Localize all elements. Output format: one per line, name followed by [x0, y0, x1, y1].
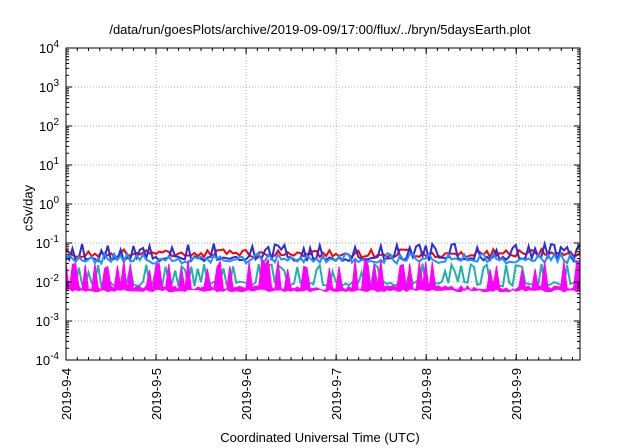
y-tick-label: 10-4	[36, 351, 60, 368]
series-2-line	[65, 251, 581, 266]
grid	[65, 48, 580, 360]
x-tick-label: 2019-9-8	[419, 368, 434, 420]
y-tick-label: 104	[39, 39, 59, 56]
y-tick-label: 100	[39, 195, 59, 212]
x-tick-label: 2019-9-6	[239, 368, 254, 420]
plot-frame	[65, 47, 581, 361]
series-layer	[65, 239, 581, 293]
x-tick-label: 2019-9-5	[149, 368, 164, 420]
y-tick-label: 10-1	[36, 234, 60, 251]
x-tick-label: 2019-9-9	[509, 368, 524, 420]
series-3-line	[65, 261, 581, 290]
y-tick-label: 10-2	[36, 273, 60, 290]
x-tick-label: 2019-9-4	[59, 368, 74, 420]
y-tick-label: 103	[39, 78, 59, 95]
axes: 10-4 10-3 10-2 10-1 100 101 102 103 104 2019-9-4 2…	[36, 39, 581, 420]
y-tick-label: 102	[39, 117, 59, 134]
chart-title: /data/run/goesPlots/archive/2019-09-09/1…	[109, 22, 531, 37]
x-axis-label: Coordinated Universal Time (UTC)	[220, 430, 420, 445]
x-tick-label: 2019-9-7	[329, 368, 344, 420]
y-tick-label: 10-3	[36, 312, 60, 329]
y-tick-label: 101	[39, 156, 59, 173]
